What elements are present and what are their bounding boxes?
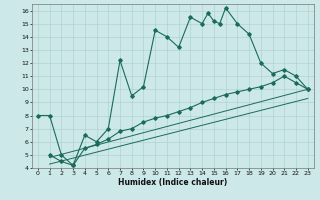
X-axis label: Humidex (Indice chaleur): Humidex (Indice chaleur) [118,178,228,187]
